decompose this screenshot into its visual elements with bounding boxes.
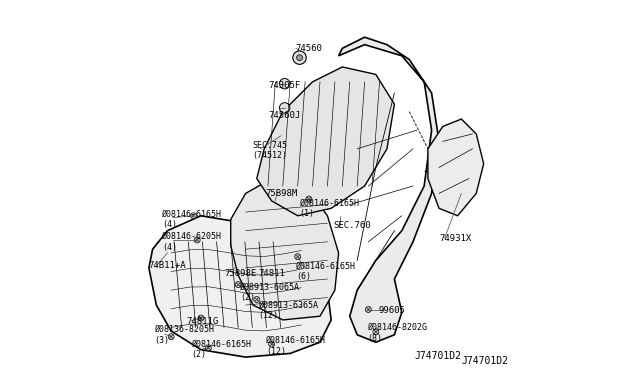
Text: Ø08136-8205H
(3): Ø08136-8205H (3) [154, 325, 214, 344]
Text: 75B98M: 75B98M [265, 189, 297, 198]
Circle shape [254, 296, 260, 302]
Polygon shape [428, 119, 484, 216]
Text: Ø08146-6165H
(12): Ø08146-6165H (12) [266, 336, 326, 356]
Text: 74931X: 74931X [439, 234, 471, 243]
Circle shape [365, 307, 371, 312]
Text: 74811G: 74811G [186, 317, 218, 326]
Circle shape [269, 341, 275, 347]
Text: Ø08146-6165H
(2): Ø08146-6165H (2) [191, 340, 252, 359]
Text: 99605: 99605 [379, 306, 406, 315]
Polygon shape [231, 179, 339, 320]
Circle shape [293, 51, 306, 64]
Circle shape [294, 254, 301, 260]
Circle shape [191, 213, 196, 219]
Text: Ø08913-6065A
(2): Ø08913-6065A (2) [240, 282, 300, 302]
Circle shape [373, 329, 379, 335]
Text: Ø08146-6165H
(1): Ø08146-6165H (1) [300, 199, 360, 218]
Text: J74701D2: J74701D2 [414, 351, 461, 361]
Circle shape [306, 196, 312, 202]
Text: SEC.745
(74512): SEC.745 (74512) [252, 141, 287, 160]
Circle shape [296, 55, 303, 61]
Text: 74560: 74560 [296, 44, 323, 53]
Text: Ø08146-8202G
(8): Ø08146-8202G (8) [367, 323, 428, 343]
Text: Ø08146-6165H
(6): Ø08146-6165H (6) [296, 262, 356, 281]
Polygon shape [339, 37, 439, 342]
Text: Ø08146-6205H
(4): Ø08146-6205H (4) [162, 232, 222, 251]
Text: Ø08913-6365A
(12): Ø08913-6365A (12) [259, 301, 319, 320]
Circle shape [205, 345, 211, 351]
Circle shape [280, 103, 290, 113]
Circle shape [280, 78, 290, 89]
Circle shape [235, 282, 241, 288]
Text: 74560J: 74560J [269, 111, 301, 120]
Text: Ø08146-6165H
(4): Ø08146-6165H (4) [162, 210, 222, 229]
Text: SEC.760: SEC.760 [333, 221, 371, 230]
Text: 74B11+A: 74B11+A [148, 262, 186, 270]
Polygon shape [149, 216, 331, 357]
Polygon shape [257, 67, 394, 216]
Text: 74811: 74811 [259, 269, 285, 278]
Circle shape [198, 315, 204, 321]
Text: 74305F: 74305F [269, 81, 301, 90]
Text: 75898E: 75898E [224, 269, 256, 278]
Circle shape [195, 237, 200, 243]
Circle shape [168, 334, 174, 340]
Text: J74701D2: J74701D2 [461, 356, 508, 366]
